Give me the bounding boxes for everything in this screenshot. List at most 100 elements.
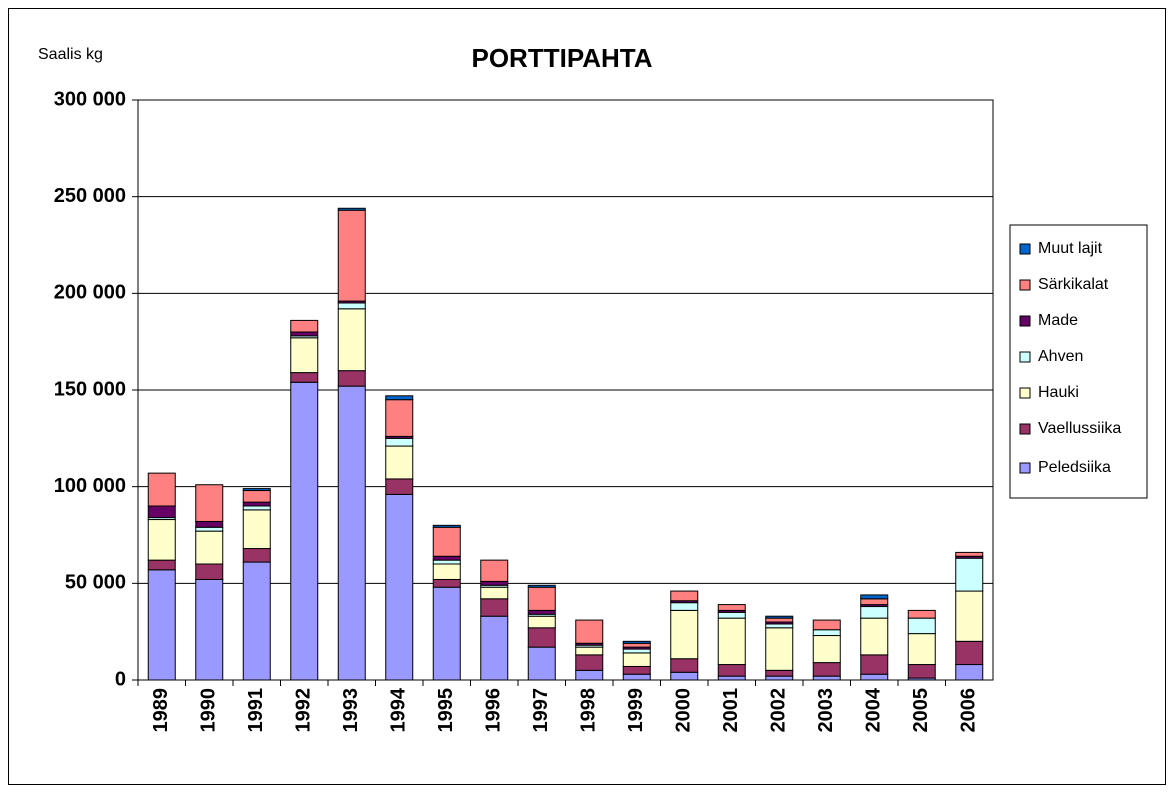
bar-segment <box>242 509 271 550</box>
bar-segment <box>432 559 461 565</box>
legend-label: Särkikalat <box>1038 276 1109 293</box>
bar-segment <box>432 524 461 528</box>
bar-segment <box>385 493 414 681</box>
bar-segment <box>195 484 224 522</box>
bar-segment <box>765 675 794 681</box>
bar-segment <box>622 640 651 644</box>
x-tick-label: 2002 <box>768 688 790 733</box>
x-tick-label: 2005 <box>910 688 932 733</box>
bar-segment <box>575 669 604 681</box>
legend-label: Hauki <box>1038 384 1079 401</box>
x-tick-label: 1997 <box>530 688 552 733</box>
y-tick-label: 100 000 <box>54 475 126 497</box>
bar-segment <box>147 505 176 519</box>
bar-segment <box>337 308 366 372</box>
bar-segment <box>670 658 699 673</box>
bar-segment <box>622 652 651 667</box>
bar-segment <box>622 648 651 654</box>
bar-segment <box>670 609 699 660</box>
x-tick-label: 2003 <box>815 688 837 733</box>
bar-segment <box>337 209 366 302</box>
bar-segment <box>195 563 224 580</box>
bar-segment <box>337 302 366 310</box>
bar-segment <box>480 598 509 617</box>
bar-segment <box>860 617 889 656</box>
bar-segment <box>195 578 224 681</box>
legend-swatch <box>1019 315 1031 327</box>
bar-segment <box>432 578 461 588</box>
bar-segment <box>242 488 271 492</box>
x-tick-label: 1996 <box>483 688 505 733</box>
bar-segment <box>432 586 461 681</box>
legend-box <box>1009 224 1148 499</box>
bar-segment <box>812 662 841 677</box>
legend-swatch <box>1019 462 1031 474</box>
y-tick-label: 50 000 <box>65 572 126 594</box>
bar-segment <box>290 372 319 383</box>
bar-segment <box>385 437 414 447</box>
bar-segment <box>147 559 176 571</box>
bar-segment <box>670 590 699 602</box>
bar-segment <box>622 665 651 675</box>
bar-segment <box>527 609 556 615</box>
bar-segment <box>622 642 651 648</box>
bar-segment <box>812 675 841 681</box>
bar-segment <box>337 207 366 211</box>
x-tick-label: 1995 <box>435 688 457 733</box>
bar-segment <box>480 615 509 681</box>
bar-segment <box>480 586 509 600</box>
bar-segment <box>290 319 319 333</box>
bar-segment <box>480 559 509 582</box>
bar-segment <box>907 633 936 666</box>
bar-segment <box>432 563 461 580</box>
bar-segment <box>147 519 176 561</box>
legend-swatch <box>1019 387 1031 399</box>
bar-segment <box>812 635 841 664</box>
bar-segment <box>242 561 271 681</box>
bar-segment <box>670 602 699 611</box>
bar-segment <box>717 617 746 666</box>
x-tick-label: 1993 <box>340 688 362 733</box>
bar-segment <box>290 337 319 374</box>
bar-segment <box>242 548 271 563</box>
bar-segment <box>860 594 889 600</box>
bar-segment <box>432 555 461 561</box>
bar-segment <box>195 526 224 532</box>
bar-segment <box>527 627 556 648</box>
bar-segment <box>955 557 984 592</box>
x-tick-label: 1991 <box>245 688 267 733</box>
bar-segment <box>955 590 984 642</box>
x-tick-label: 2000 <box>673 688 695 733</box>
bar-segment <box>907 617 936 635</box>
y-tick-label: 200 000 <box>54 282 126 304</box>
bar-segment <box>765 615 794 619</box>
bar-segment <box>575 654 604 671</box>
bar-segment <box>147 569 176 681</box>
y-tick-label: 250 000 <box>54 185 126 207</box>
bar-segment <box>385 395 414 401</box>
x-tick-label: 1992 <box>293 688 315 733</box>
x-tick-label: 1989 <box>150 688 172 733</box>
bar-segment <box>907 609 936 619</box>
bar-segment <box>955 551 984 557</box>
bar-segment <box>860 673 889 681</box>
bar-segment <box>765 623 794 629</box>
legend-swatch <box>1019 279 1031 291</box>
x-tick-label: 2004 <box>863 687 885 732</box>
chart-title: PORTTIPAHTA <box>471 43 652 73</box>
x-tick-label: 2001 <box>720 688 742 733</box>
bar-segment <box>765 627 794 671</box>
bar-segment <box>955 640 984 666</box>
bar-segment <box>670 671 699 681</box>
bar-segment <box>147 472 176 507</box>
bar-segment <box>765 617 794 623</box>
bar-segment <box>765 669 794 677</box>
bar-segment <box>860 606 889 619</box>
bar-segment <box>242 501 271 507</box>
bar-segment <box>195 520 224 528</box>
x-tick-label: 1998 <box>578 688 600 733</box>
bar-segment <box>527 586 556 611</box>
legend-label: Made <box>1038 312 1078 329</box>
bar-segment <box>385 399 414 437</box>
x-tick-label: 2006 <box>958 688 980 733</box>
